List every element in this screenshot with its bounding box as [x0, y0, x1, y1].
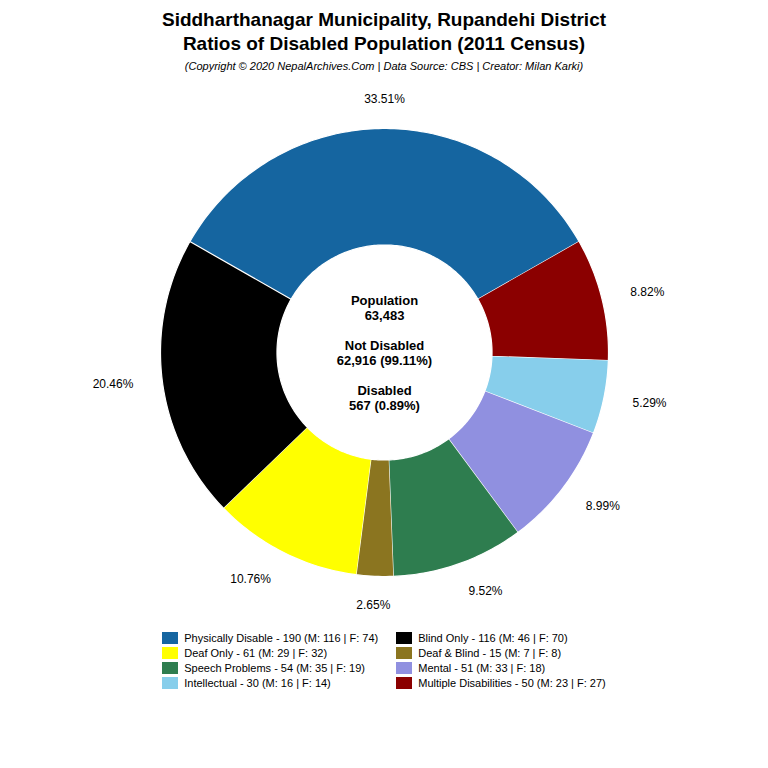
html-text:Multiple Disabilities - 50 (M:: Multiple Disabilities - 50 (M: 23 | F: 2…	[418, 677, 606, 689]
svg-text:Population63,483Not Disabled62: Population63,483Not Disabled62,916 (99.1…	[337, 293, 432, 413]
svg-text:33.51%: 33.51%	[364, 92, 405, 106]
html-text:(Copyright © 2020 NepalArchive: (Copyright © 2020 NepalArchives.Com | Da…	[184, 60, 584, 72]
svg-text:5.29%: 5.29%	[632, 396, 666, 410]
html-text:Blind Only - 116 (M: 46 | F: 7: Blind Only - 116 (M: 46 | F: 70)	[418, 632, 568, 644]
html-text:Physically Disable - 190 (M: 1: Physically Disable - 190 (M: 116 | F: 74…	[184, 632, 379, 644]
svg-text:10.76%: 10.76%	[230, 572, 271, 586]
html-text:Speech Problems - 54 (M: 35 |: Speech Problems - 54 (M: 35 | F: 19)	[184, 662, 365, 674]
html-text:Deaf & Blind - 15 (M: 7 | F: 8: Deaf & Blind - 15 (M: 7 | F: 8)	[418, 647, 562, 659]
html-text:Mental - 51 (M: 33 | F: 18): Mental - 51 (M: 33 | F: 18)	[418, 662, 546, 674]
svg-text:2.65%: 2.65%	[356, 598, 390, 612]
svg-text:20.46%: 20.46%	[93, 377, 134, 391]
svg-text:8.82%: 8.82%	[630, 285, 664, 299]
html-text:Siddharthanagar Municipality,: Siddharthanagar Municipality, Rupandehi …	[162, 9, 606, 30]
html-text:Intellectual - 30 (M: 16 | F:: Intellectual - 30 (M: 16 | F: 14)	[184, 677, 331, 689]
svg-text:9.52%: 9.52%	[469, 584, 503, 598]
html-text:Deaf Only - 61 (M: 29 | F: 32): Deaf Only - 61 (M: 29 | F: 32)	[184, 647, 328, 659]
svg-text:8.99%: 8.99%	[586, 499, 620, 513]
html-text:Ratios of Disabled Population: Ratios of Disabled Population (2011 Cens…	[182, 33, 586, 54]
